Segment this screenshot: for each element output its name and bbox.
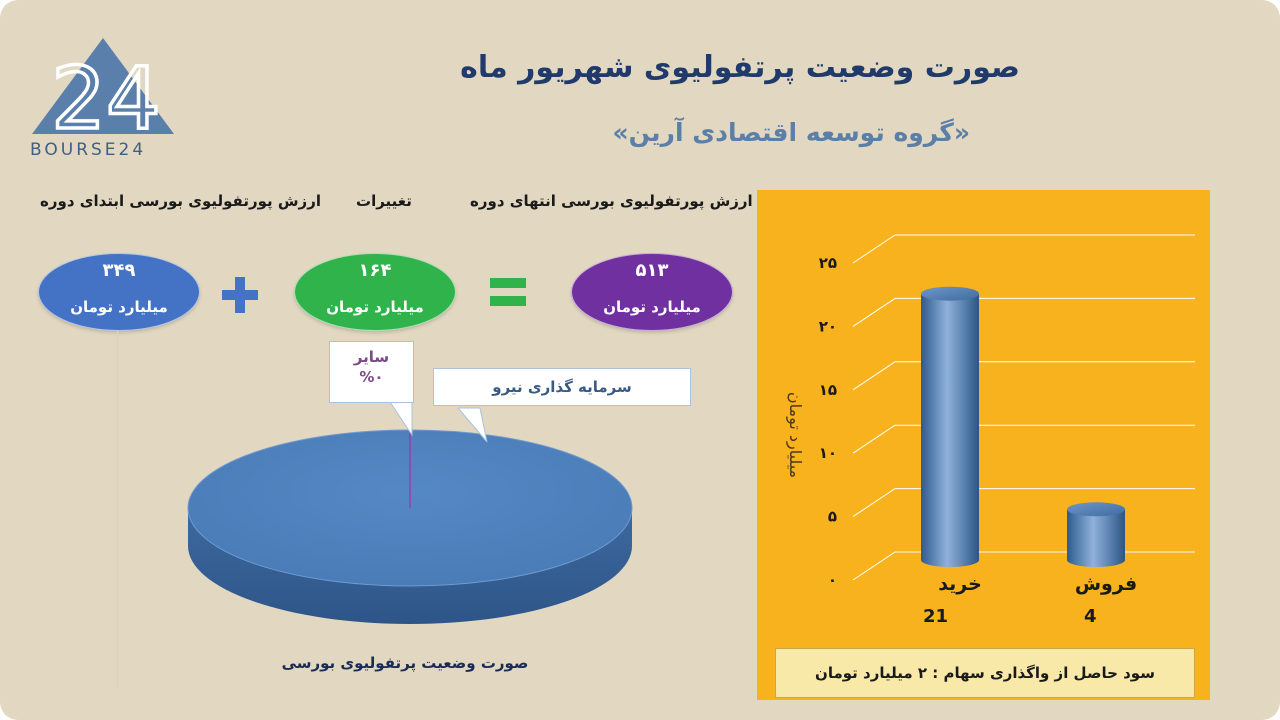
bar-2 [1067, 502, 1125, 567]
page-subtitle: «گروه توسعه اقتصادی آرین» [612, 118, 970, 147]
label-end-value: ارزش پورتفولیوی بورسی انتهای دوره [470, 192, 753, 210]
callout-main: سرمایه گذاری نیرو [433, 368, 691, 406]
bar-body [921, 293, 979, 567]
label-start-value: ارزش پورتفولیوی بورسی ابتدای دوره [40, 192, 321, 210]
logo-text: BOURSE24 [30, 140, 147, 160]
x-category-label: خرید [938, 573, 982, 595]
bourse24-logo: 24 [32, 38, 174, 151]
page-title: صورت وضعیت پرتفولیوی شهریور ماه [460, 50, 1020, 85]
callout-other-name: سایر [353, 348, 390, 366]
callout-main-pointer [456, 407, 488, 443]
y-tick-label: ۱۵ [819, 381, 837, 399]
bar-1 [921, 286, 979, 567]
equals-icon [490, 278, 526, 306]
start-value-unit: میلیارد تومان [70, 298, 168, 316]
gridline-diag [852, 361, 896, 391]
gridline-diag [852, 551, 896, 581]
pie-side [188, 508, 632, 624]
logo-triangle [32, 38, 174, 134]
y-tick-label: ۵ [828, 508, 837, 526]
y-tick-label: ۰ [828, 571, 837, 589]
bar-value-label: 21 [923, 606, 948, 627]
divider-line [117, 330, 118, 690]
callout-other-value: %۰ [359, 368, 384, 386]
callout-other: سایر %۰ [329, 341, 414, 403]
gridline-diag [852, 297, 896, 327]
change-value-unit: میلیارد تومان [326, 298, 424, 316]
gridline-diag [852, 424, 896, 454]
end-value: ۵۱۳ [635, 260, 669, 281]
start-value: ۳۴۹ [102, 260, 136, 281]
change-value: ۱۶۴ [358, 260, 392, 281]
logo-mark: 24 [51, 49, 160, 149]
bar-chart-panel: ۰ ۵ ۱۰ ۱۵ ۲۰ ۲۵ خرید 21 فروش 4 میلیارد تومان [757, 190, 1210, 700]
bar-chart: ۰ ۵ ۱۰ ۱۵ ۲۰ ۲۵ خرید 21 فروش 4 میلیارد تومان [785, 234, 1195, 627]
end-value-oval: ۵۱۳ میلیارد تومان [571, 253, 733, 331]
bar-body [1067, 509, 1125, 567]
pie-chart [187, 401, 633, 624]
y-tick-label: ۱۰ [819, 444, 837, 462]
y-axis-label: میلیارد تومان [785, 392, 805, 478]
gridline-diag [852, 234, 896, 264]
end-value-unit: میلیارد تومان [603, 298, 701, 316]
x-category-label: فروش [1075, 573, 1137, 595]
bar-top [921, 286, 979, 301]
bar-value-label: 4 [1084, 606, 1097, 627]
start-value-oval: ۳۴۹ میلیارد تومان [38, 253, 200, 331]
y-tick-label: ۲۰ [819, 317, 837, 335]
pie-caption: صورت وضعیت پرتفولیوی بورسی [281, 654, 529, 672]
change-value-oval: ۱۶۴ میلیارد تومان [294, 253, 456, 331]
gridline-diag [852, 488, 896, 518]
label-change: تغییرات [356, 192, 412, 210]
bar-top [1067, 502, 1125, 517]
footer-note: سود حاصل از واگذاری سهام : ۲ میلیارد توم… [775, 648, 1195, 698]
plus-icon [222, 277, 258, 313]
y-tick-label: ۲۵ [819, 254, 837, 272]
